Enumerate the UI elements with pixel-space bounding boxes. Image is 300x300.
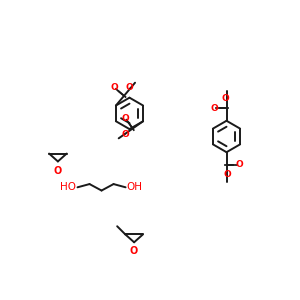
Text: O: O: [126, 83, 134, 92]
Text: HO: HO: [60, 182, 76, 192]
Text: O: O: [130, 246, 138, 256]
Text: O: O: [111, 83, 119, 92]
Text: O: O: [210, 103, 218, 112]
Text: O: O: [235, 160, 243, 169]
Text: O: O: [54, 166, 62, 176]
Text: O: O: [122, 114, 129, 123]
Text: O: O: [222, 94, 230, 103]
Text: O: O: [121, 130, 129, 139]
Text: OH: OH: [127, 182, 143, 192]
Text: O: O: [223, 170, 231, 179]
